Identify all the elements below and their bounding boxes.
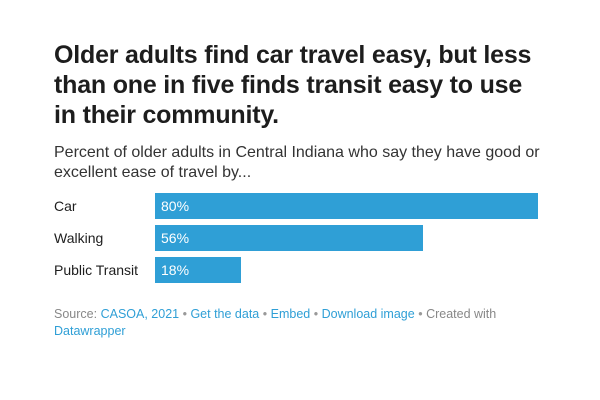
- bar-chart: Car 80% Walking 56% Public Transit 18%: [54, 193, 544, 283]
- bar-value-label: 56%: [161, 230, 190, 246]
- separator-dot: •: [313, 307, 319, 321]
- category-label: Public Transit: [54, 262, 139, 278]
- source-link[interactable]: CASOA, 2021: [100, 307, 180, 321]
- source-prefix: Source:: [54, 307, 98, 321]
- created-with-text: Created with: [426, 307, 497, 321]
- datawrapper-link[interactable]: Datawrapper: [54, 324, 126, 338]
- category-label: Walking: [54, 230, 104, 246]
- chart-title: Older adults find car travel easy, but l…: [54, 41, 532, 129]
- bar: [155, 257, 241, 283]
- bar-row: Walking 56%: [54, 225, 544, 251]
- download-image-link[interactable]: Download image: [321, 307, 415, 321]
- separator-dot: •: [182, 307, 187, 321]
- bar-value-label: 18%: [161, 262, 190, 278]
- bar-value-label: 80%: [161, 198, 190, 214]
- get-data-link[interactable]: Get the data: [190, 307, 260, 321]
- chart-container: Older adults find car travel easy, but l…: [54, 40, 544, 340]
- embed-link[interactable]: Embed: [270, 307, 311, 321]
- bar: [155, 225, 423, 251]
- category-label: Car: [54, 198, 77, 214]
- chart-subtitle: Percent of older adults in Central India…: [54, 144, 540, 181]
- separator-dot: •: [418, 307, 423, 321]
- chart-footer: Source: CASOA, 2021 • Get the data • Emb…: [54, 306, 544, 340]
- bar-row: Car 80%: [54, 193, 544, 219]
- bar-row: Public Transit 18%: [54, 257, 544, 283]
- separator-dot: •: [262, 307, 268, 321]
- bar: [155, 193, 538, 219]
